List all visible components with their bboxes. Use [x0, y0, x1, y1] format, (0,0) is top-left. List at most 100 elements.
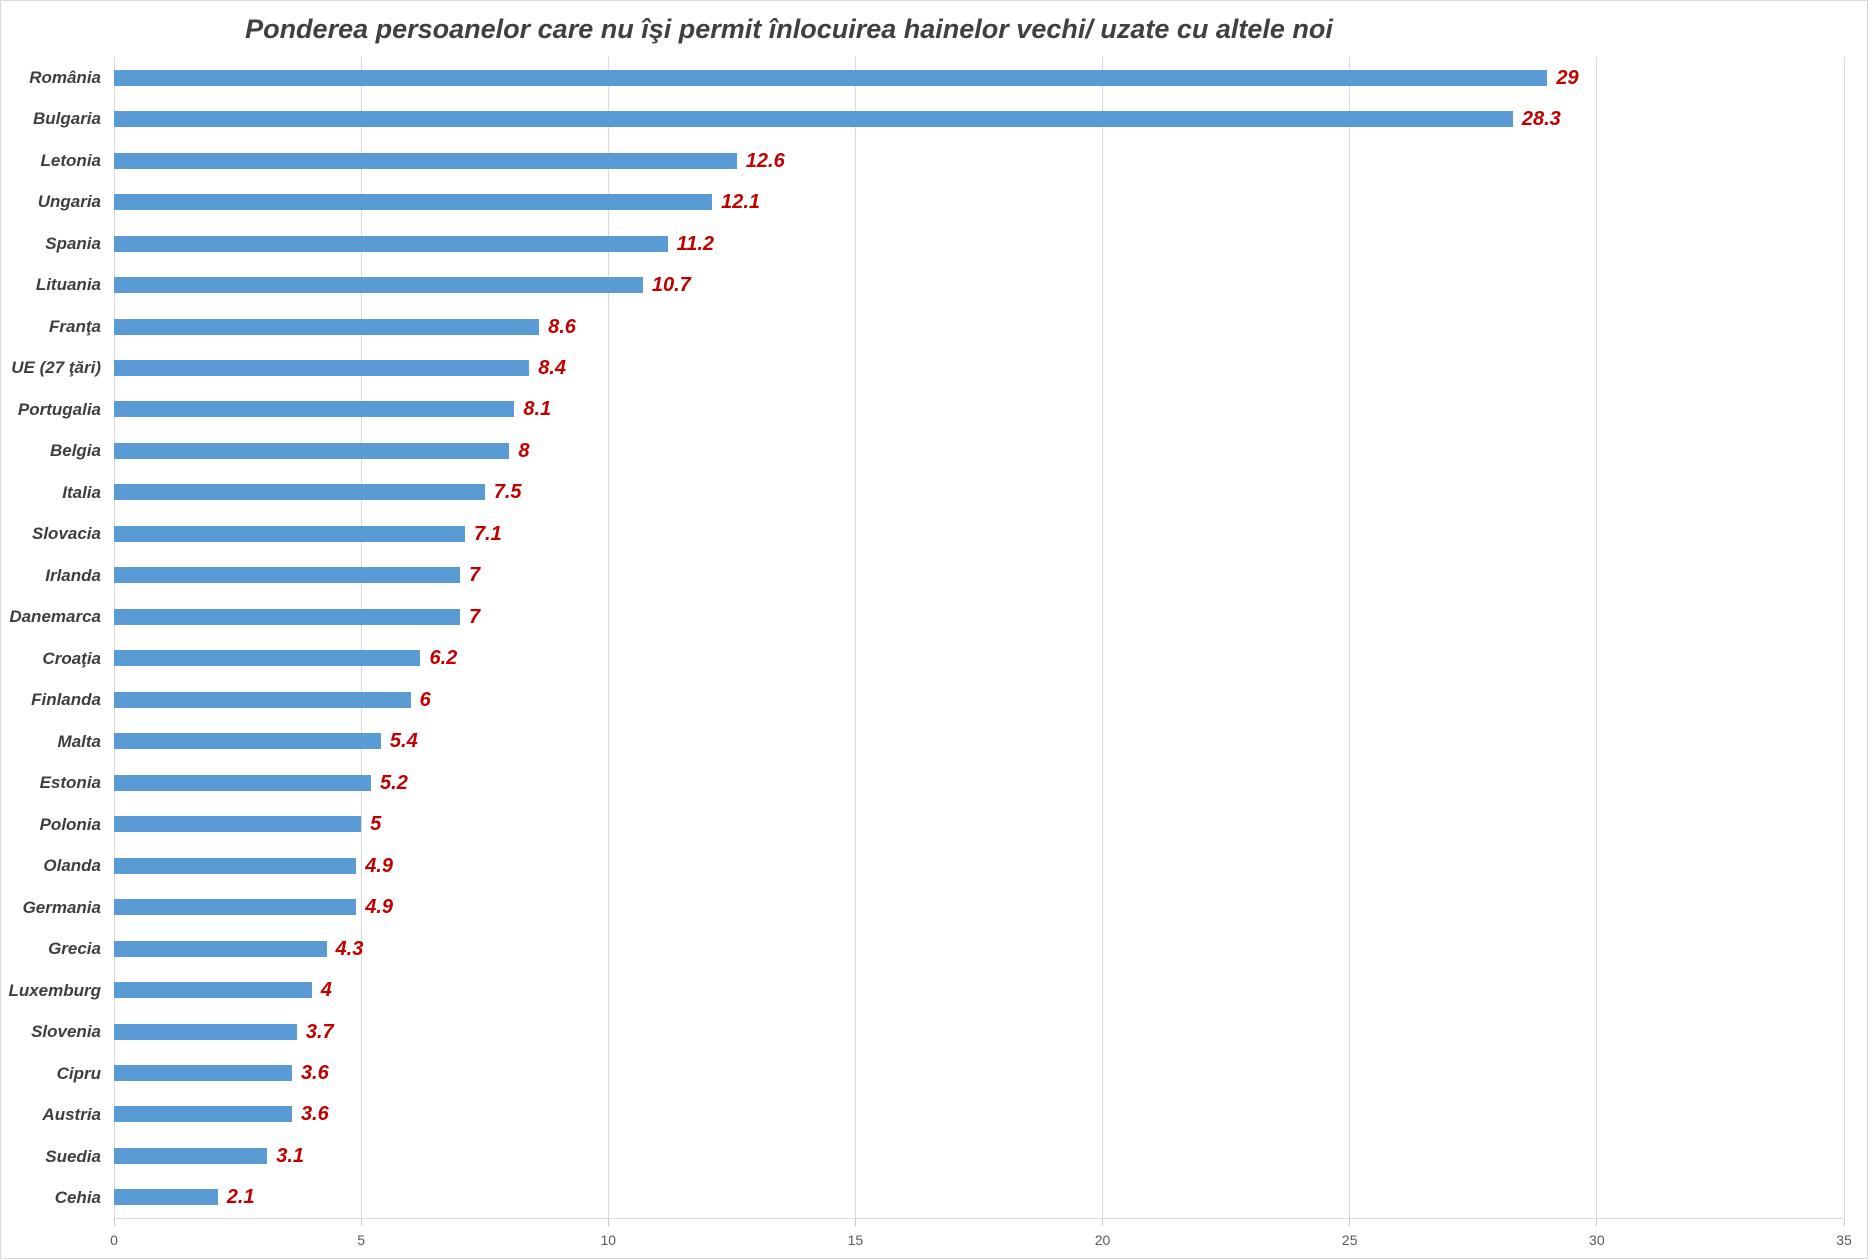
bar-row: 7: [114, 596, 1844, 637]
bar-row: 6: [114, 679, 1844, 720]
bar-row: 7.5: [114, 472, 1844, 513]
value-label: 7.1: [473, 522, 502, 545]
bar: [114, 152, 737, 169]
bar: [114, 484, 485, 501]
category-label: Finlanda: [31, 690, 101, 710]
bar-row: 29: [114, 57, 1844, 98]
x-tick-label: 0: [110, 1232, 118, 1248]
bar: [114, 1064, 292, 1081]
bar-row: 6.2: [114, 638, 1844, 679]
gridline: [607, 57, 609, 1218]
category-label: UE (27 ţări): [11, 358, 101, 378]
value-label: 4.9: [365, 854, 393, 877]
value-label: 8: [518, 439, 530, 462]
bar-row: 3.6: [114, 1094, 1844, 1135]
bar-row: 28.3: [114, 98, 1844, 139]
value-label: 3.6: [300, 1103, 329, 1126]
category-label: Grecia: [48, 939, 101, 959]
category-label: Letonia: [40, 150, 101, 170]
category-label: Olanda: [43, 856, 101, 876]
bar-row: 8.4: [114, 347, 1844, 388]
bar: [114, 608, 460, 625]
x-tick-mark: [1349, 1219, 1351, 1226]
bar-row: 5.2: [114, 762, 1844, 803]
bar: [114, 940, 327, 957]
bar-row: 2.1: [114, 1177, 1844, 1218]
value-label: 8.4: [538, 357, 566, 380]
category-label: Malta: [57, 731, 101, 751]
bar: [114, 691, 411, 708]
bar-row: 3.6: [114, 1052, 1844, 1093]
value-label: 6.2: [429, 647, 458, 670]
bar: [114, 1189, 218, 1206]
gridline: [113, 57, 115, 1218]
gridline: [1596, 57, 1598, 1218]
category-label: Suedia: [45, 1146, 101, 1166]
bar: [114, 1147, 268, 1164]
x-tick-label: 15: [847, 1232, 864, 1248]
value-label: 7: [469, 564, 481, 587]
bar-row: 5: [114, 803, 1844, 844]
x-tick-label: 10: [600, 1232, 617, 1248]
chart-title: Ponderea persoanelor care nu îşi permit …: [245, 13, 1333, 44]
value-label: 7.5: [493, 481, 522, 504]
value-label: 29: [1556, 66, 1579, 89]
value-label: 4.3: [335, 937, 364, 960]
category-label: Slovenia: [31, 1022, 101, 1042]
bar-row: 12.1: [114, 181, 1844, 222]
bar-row: 8.6: [114, 306, 1844, 347]
gridline: [1349, 57, 1351, 1218]
bar: [114, 1023, 297, 1040]
category-label: Franţa: [49, 316, 101, 336]
category-label: Bulgaria: [32, 109, 101, 129]
category-label: România: [29, 67, 101, 87]
bar: [114, 194, 713, 211]
bar-row: 10.7: [114, 264, 1844, 305]
category-label: Cehia: [54, 1188, 101, 1208]
gridline: [1102, 57, 1104, 1218]
value-label: 3.7: [305, 1020, 334, 1043]
gridline: [1843, 57, 1845, 1218]
value-label: 8.6: [548, 315, 576, 338]
x-tick-label: 5: [357, 1232, 366, 1248]
bar: [114, 235, 668, 252]
bar-row: 4: [114, 969, 1844, 1010]
value-label: 7: [469, 605, 481, 628]
bar-row: 12.6: [114, 140, 1844, 181]
x-tick-mark: [1843, 1219, 1845, 1226]
x-tick-mark: [854, 1219, 856, 1226]
bar: [114, 567, 460, 584]
value-label: 11.2: [676, 232, 715, 255]
bar-row: 7.1: [114, 513, 1844, 554]
bar: [114, 733, 381, 750]
bar: [114, 899, 357, 916]
bar-row: 5.4: [114, 721, 1844, 762]
x-tick-label: 20: [1094, 1232, 1111, 1248]
value-label: 28.3: [1521, 108, 1561, 131]
value-label: 2.1: [226, 1186, 255, 1209]
category-label: Irlanda: [45, 565, 101, 585]
category-label: Spania: [45, 233, 101, 253]
bar-row: 4.9: [114, 845, 1844, 886]
bar: [114, 318, 540, 335]
bar: [114, 442, 510, 459]
bar: [114, 774, 372, 791]
category-label: Estonia: [39, 773, 101, 793]
category-label: Belgia: [49, 441, 101, 461]
bar: [114, 982, 312, 999]
category-label: Italia: [62, 482, 101, 502]
x-tick-label: 35: [1836, 1232, 1852, 1248]
chart-title-row: Ponderea persoanelor care nu îşi permit …: [1, 1, 1867, 57]
bar: [114, 111, 1513, 128]
value-label: 8.1: [523, 398, 552, 421]
x-tick-label: 25: [1341, 1232, 1358, 1248]
x-tick-mark: [1102, 1219, 1104, 1226]
category-labels-column: România Bulgaria Letonia Ungaria Spania Litua…: [1, 57, 114, 1219]
bar-row: 7: [114, 555, 1844, 596]
bar-row: 11.2: [114, 223, 1844, 264]
bar-row: 8: [114, 430, 1844, 471]
value-label: 5.4: [389, 730, 418, 753]
category-label: Luxemburg: [8, 980, 101, 1000]
category-label: Cipru: [56, 1063, 101, 1083]
